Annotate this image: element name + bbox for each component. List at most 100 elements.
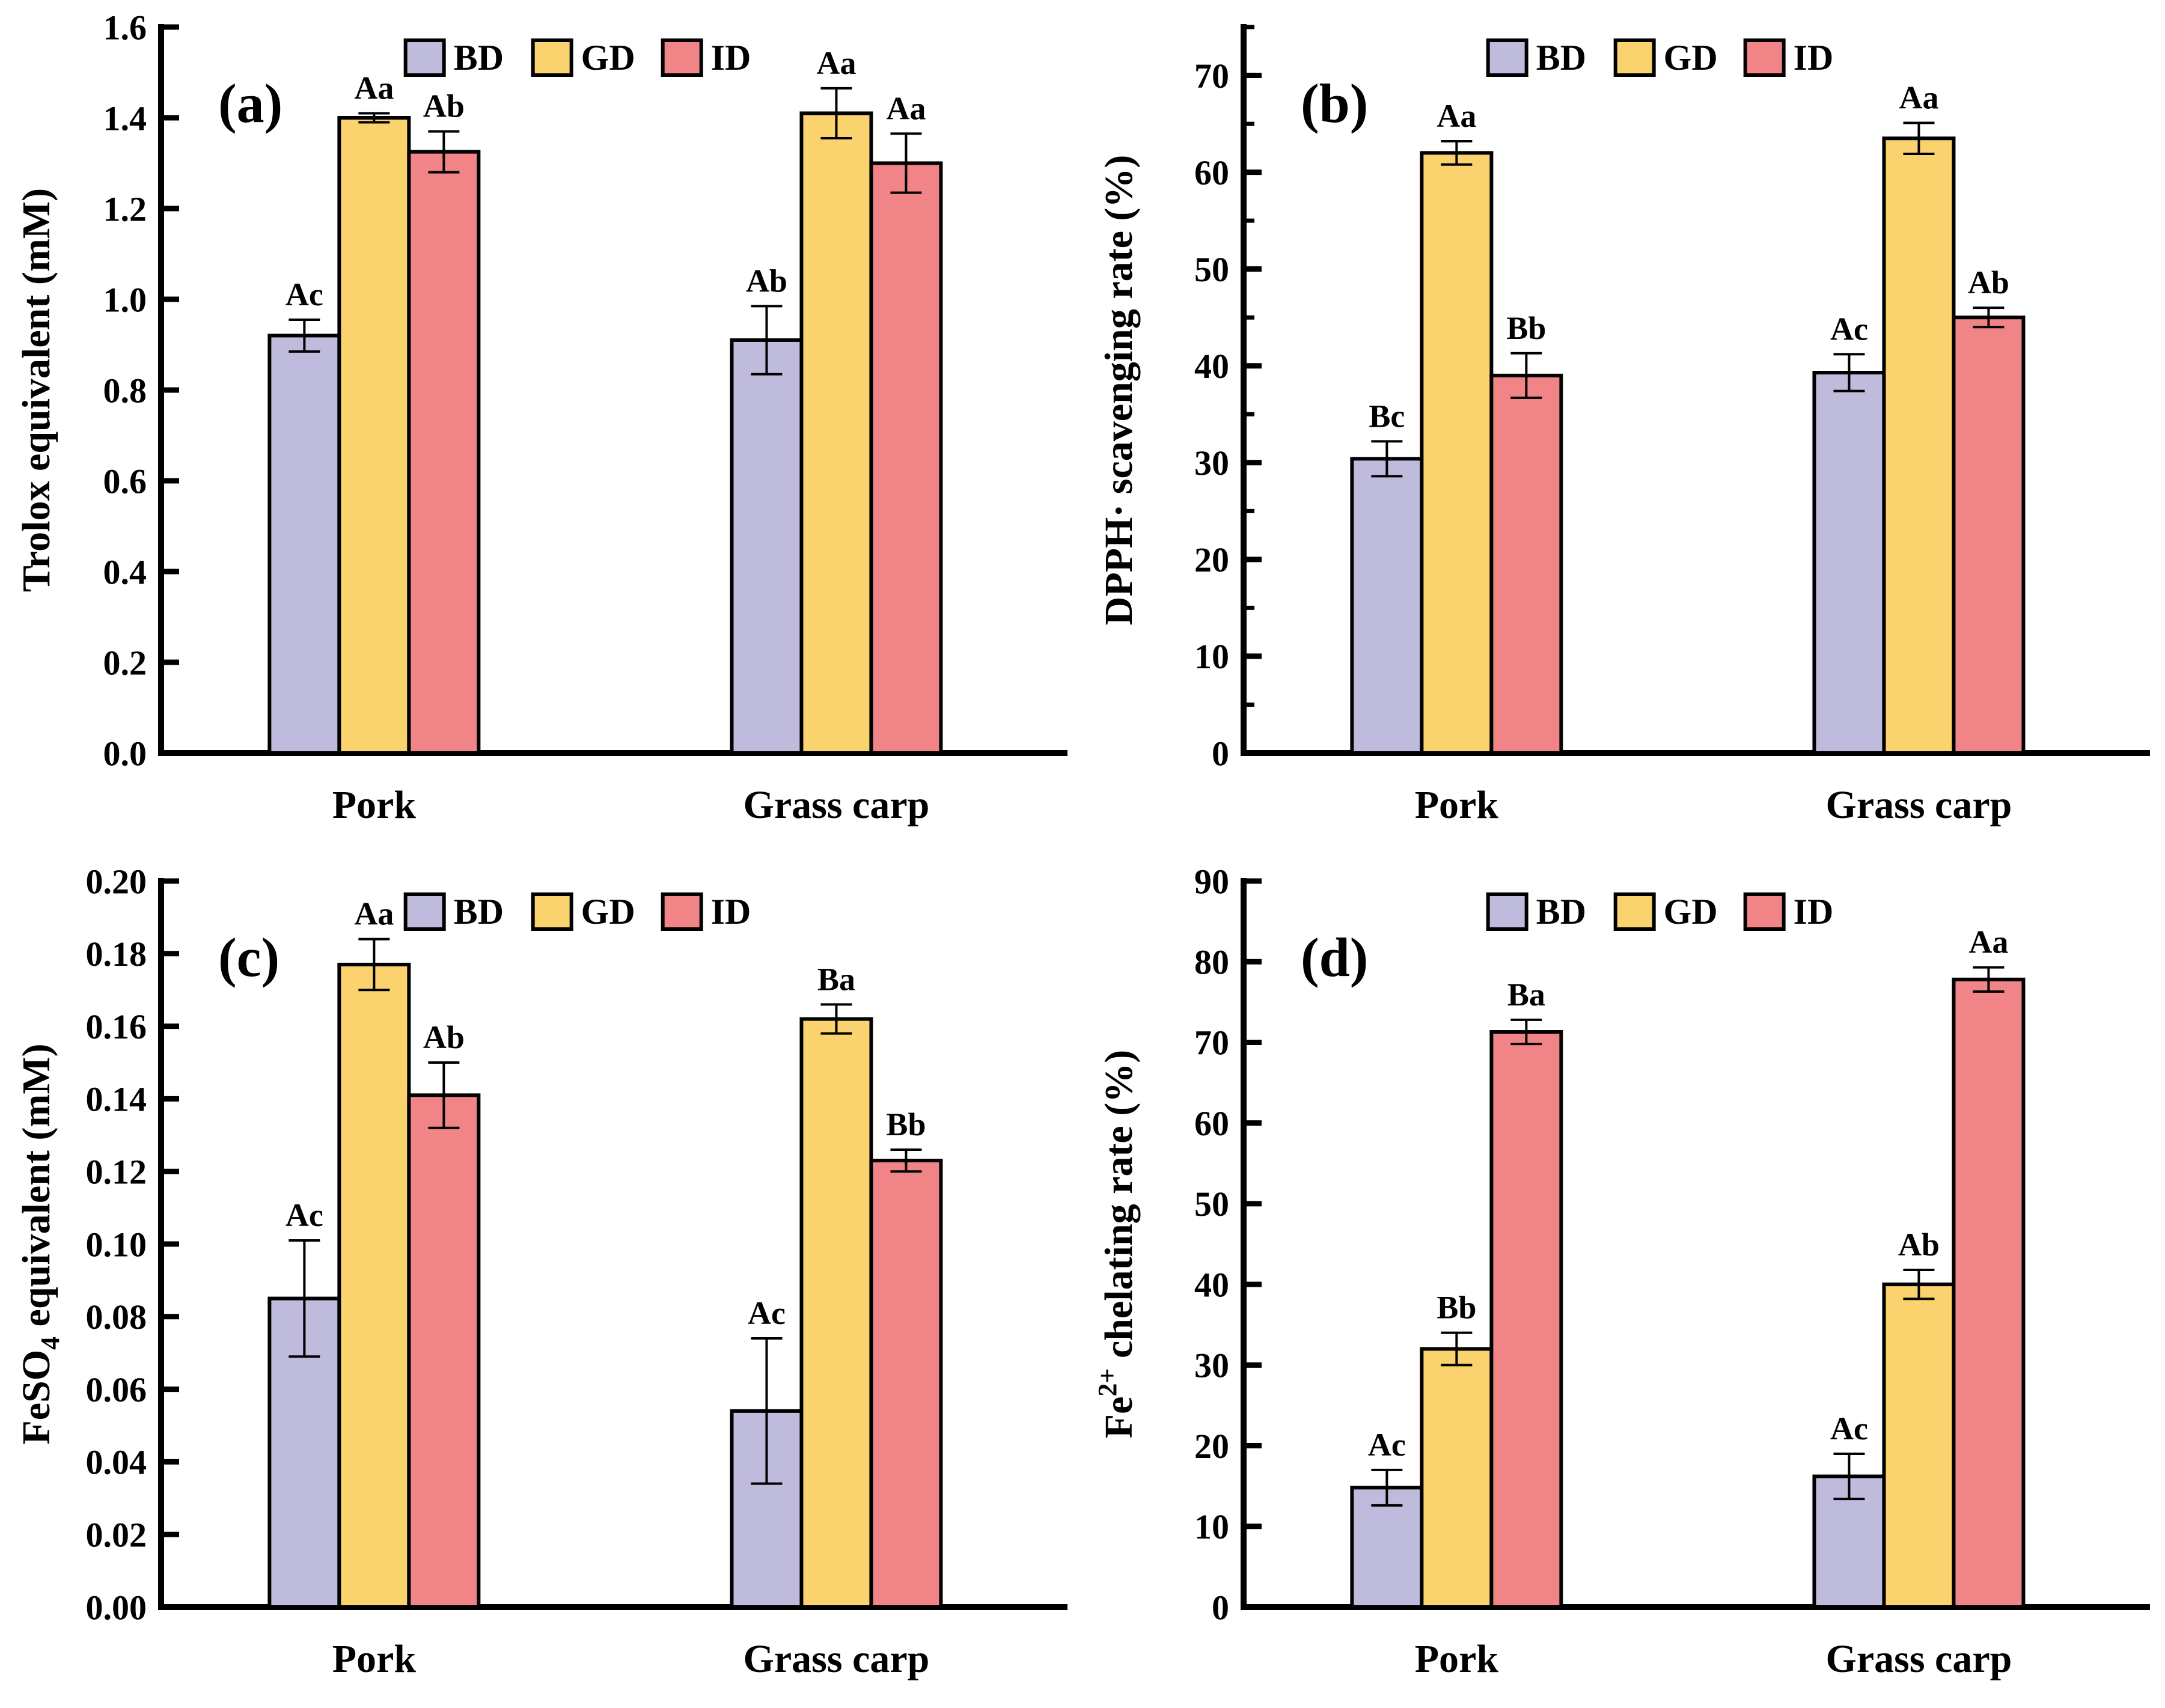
significance-label: Ab — [1968, 264, 2009, 300]
bar-gd-pork — [337, 962, 411, 1609]
y-tick-label: 1.0 — [103, 280, 147, 319]
legend-swatch-bd — [1486, 38, 1528, 77]
series-gd: Bb Ab — [1420, 1227, 1956, 1609]
panel-a: 0.0 0.2 0.4 0.6 0.8 1.0 1.2 1.4 1.6 Trolox equiva… — [0, 0, 1082, 854]
series-id: Ab Aa — [407, 88, 943, 755]
bar-id-pork — [407, 1093, 481, 1609]
y-tick-label: 80 — [1194, 943, 1229, 982]
bar-id-grass-carp — [1952, 316, 2026, 755]
legend-label-gd: GD — [1664, 892, 1718, 932]
significance-label: Aa — [1899, 79, 1938, 115]
significance-label: Ab — [1898, 1227, 1940, 1263]
legend-swatch-gd — [531, 892, 573, 931]
panel-d: 0 10 20 30 40 50 60 70 80 90 Fe2+ chelating rate (… — [1082, 854, 2165, 1708]
bar-bd-pork — [1350, 457, 1424, 755]
significance-label: Ac — [748, 1295, 786, 1331]
y-tick-label: 0.6 — [103, 462, 147, 501]
y-tick-label: 0.02 — [86, 1516, 147, 1555]
legend-label-bd: BD — [1536, 38, 1586, 78]
y-tick-label: 0.4 — [103, 552, 147, 591]
panel-tag: (c) — [218, 927, 279, 988]
bar-id-pork — [1489, 1029, 1563, 1609]
bar-gd-grass-carp — [1882, 1283, 1956, 1609]
y-axis-label: DPPH· scavenging rate (%) — [1097, 155, 1141, 626]
y-tick-label: 1.4 — [103, 99, 147, 138]
category-label-pork: Pork — [332, 783, 417, 827]
y-tick-label: 0.20 — [86, 862, 147, 901]
panel-tag: (a) — [218, 73, 282, 134]
significance-label: Ac — [286, 1197, 323, 1233]
y-tick-label: 0.14 — [86, 1080, 147, 1119]
category-label-pork: Pork — [332, 1637, 417, 1681]
legend-label-bd: BD — [1536, 892, 1586, 932]
y-tick-label: 0.04 — [86, 1443, 147, 1482]
significance-label: Ab — [423, 88, 465, 124]
y-tick-label: 40 — [1194, 1265, 1229, 1304]
legend-swatch-bd — [403, 892, 446, 931]
category-label-pork: Pork — [1415, 1637, 1499, 1681]
series-id: Ba Aa — [1489, 924, 2026, 1609]
significance-label: Ac — [286, 276, 323, 313]
bar-gd-grass-carp — [799, 1017, 873, 1609]
category-label-pork: Pork — [1415, 783, 1499, 827]
y-tick-label: 50 — [1194, 250, 1229, 289]
legend-label-gd: GD — [581, 892, 635, 932]
series-id: Ab Bb — [407, 1019, 943, 1609]
y-tick-label: 40 — [1194, 347, 1229, 386]
legend-swatch-id — [1743, 892, 1786, 931]
y-tick-label: 70 — [1194, 56, 1229, 96]
y-tick-label: 0.10 — [86, 1225, 147, 1264]
significance-label: Bb — [886, 1106, 926, 1142]
y-tick-label: 10 — [1194, 1507, 1229, 1546]
bar-id-grass-carp — [869, 1159, 943, 1609]
bar-gd-pork — [1420, 151, 1494, 755]
bar-bd-grass-carp — [1812, 371, 1886, 755]
series-gd: Aa Aa — [337, 45, 873, 755]
significance-label: Aa — [354, 896, 394, 932]
series-bd: Bc Ac — [1350, 311, 1886, 755]
chart-c: 0.00 0.02 0.04 0.06 0.08 0.10 0.12 0.14 0.16 0.18… — [0, 854, 1082, 1708]
legend-label-id: ID — [711, 38, 751, 78]
legend-label-gd: GD — [1664, 38, 1718, 78]
legend-label-bd: BD — [454, 38, 504, 78]
category-label-grass-carp: Grass carp — [1826, 783, 2012, 827]
y-tick-label: 0.08 — [86, 1298, 147, 1337]
bar-gd-pork — [337, 116, 411, 755]
legend-swatch-gd — [531, 38, 573, 77]
chart-b: 0 10 20 30 40 50 60 70 DPPH· scavenging rate (%)… — [1082, 0, 2165, 854]
significance-label: Ac — [1368, 1427, 1406, 1463]
y-tick-label: 50 — [1194, 1185, 1229, 1224]
panel-tag: (d) — [1301, 927, 1368, 988]
y-tick-label: 1.2 — [103, 189, 147, 228]
y-tick-label: 20 — [1194, 1427, 1229, 1466]
significance-label: Ba — [1507, 977, 1545, 1013]
significance-label: Bb — [1437, 1290, 1476, 1326]
significance-label: Aa — [816, 45, 856, 81]
legend-swatch-bd — [403, 38, 446, 77]
y-tick-label: 0.2 — [103, 643, 147, 682]
significance-label: Aa — [1968, 924, 2008, 960]
bar-id-grass-carp — [869, 161, 943, 755]
bar-id-pork — [407, 150, 481, 755]
chart-a: 0.0 0.2 0.4 0.6 0.8 1.0 1.2 1.4 1.6 Trolox equiva… — [0, 0, 1082, 854]
legend-label-id: ID — [711, 892, 751, 932]
bar-bd-pork — [267, 334, 341, 755]
chart-d: 0 10 20 30 40 50 60 70 80 90 Fe2+ chelating rate (… — [1082, 854, 2165, 1708]
y-tick-label: 30 — [1194, 444, 1229, 483]
significance-label: Ab — [423, 1019, 465, 1055]
y-tick-label: 20 — [1194, 540, 1229, 579]
legend-label-id: ID — [1794, 892, 1834, 932]
category-label-grass-carp: Grass carp — [1826, 1637, 2012, 1681]
significance-label: Bc — [1369, 398, 1405, 434]
panel-tag: (b) — [1301, 73, 1368, 134]
significance-label: Ba — [817, 961, 855, 997]
y-tick-label: 30 — [1194, 1346, 1229, 1385]
series-bd: Ac Ab — [267, 263, 804, 755]
y-axis-label: Fe2+ chelating rate (%) — [1093, 1050, 1141, 1438]
legend-label-id: ID — [1794, 38, 1834, 78]
legend-swatch-id — [661, 892, 703, 931]
legend-swatch-bd — [1486, 892, 1528, 931]
bar-id-pork — [1489, 373, 1563, 755]
y-tick-label: 10 — [1194, 637, 1229, 676]
